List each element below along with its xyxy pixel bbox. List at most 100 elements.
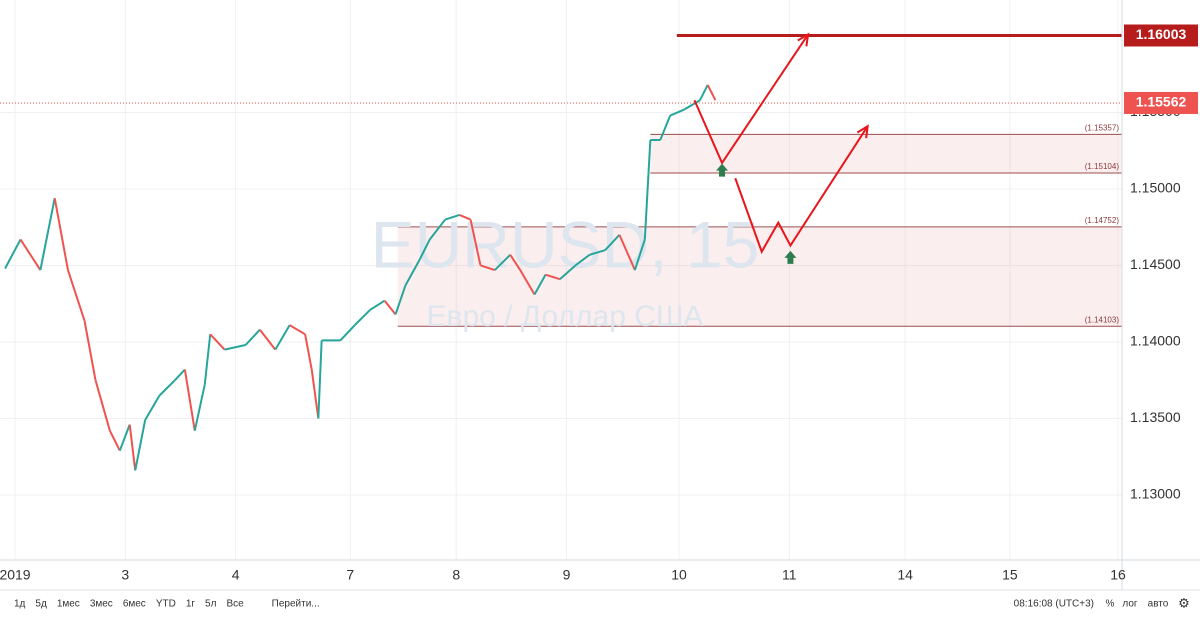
price-segment — [39, 197, 56, 271]
price-badge-label: 1.16003 — [1136, 26, 1187, 42]
price-segment — [144, 395, 161, 421]
price-segment — [684, 99, 701, 111]
forecast-path — [734, 125, 869, 255]
price-segment — [289, 324, 306, 336]
price-segment — [699, 84, 709, 101]
price-segment — [559, 264, 577, 280]
price-segment — [83, 320, 97, 381]
price-segment — [533, 274, 547, 296]
price-segment — [244, 329, 261, 346]
x-tick-label: 15 — [1002, 567, 1018, 583]
price-segment — [494, 254, 511, 271]
price-segment — [174, 368, 186, 381]
zone-label: (1.15357) — [1085, 123, 1120, 132]
price-segment — [659, 115, 672, 141]
price-segment — [480, 264, 496, 272]
price-segment — [354, 309, 371, 326]
price-segment — [509, 254, 522, 271]
price-segment — [404, 258, 421, 286]
price-segment — [158, 379, 176, 397]
goto-button[interactable]: Перейти... — [272, 599, 320, 610]
x-tick-label: 7 — [346, 567, 354, 583]
zone-label: (1.14103) — [1085, 315, 1120, 324]
y-tick-label: 1.13000 — [1130, 486, 1181, 502]
price-segment — [19, 238, 42, 271]
x-tick-label: 16 — [1110, 567, 1126, 583]
y-tick-label: 1.15000 — [1130, 180, 1181, 196]
x-tick-label: 14 — [897, 567, 913, 583]
scale-option[interactable]: лог — [1122, 599, 1138, 610]
price-segment — [193, 384, 206, 431]
range-button[interactable]: 1д — [14, 599, 26, 610]
price-segment — [134, 419, 147, 471]
price-segment — [310, 369, 320, 419]
forecast-arrowhead — [797, 32, 810, 47]
zone-label: (1.15104) — [1085, 162, 1120, 171]
range-button[interactable]: Все — [226, 599, 244, 610]
price-segment — [66, 269, 86, 321]
price-segment — [304, 334, 313, 370]
price-segment — [706, 84, 717, 101]
price-segment — [259, 329, 277, 351]
price-segment — [469, 219, 482, 266]
price-segment — [519, 269, 536, 296]
y-tick-label: 1.14000 — [1130, 333, 1181, 349]
x-tick-label: 9 — [563, 567, 571, 583]
price-segment — [545, 273, 561, 281]
y-tick-label: 1.13500 — [1130, 409, 1181, 425]
range-button[interactable]: 5д — [35, 599, 47, 610]
price-segment — [224, 344, 246, 351]
x-tick-label: 10 — [671, 567, 687, 583]
price-badge-label: 1.15562 — [1136, 94, 1187, 110]
y-tick-label: 1.14500 — [1130, 256, 1181, 272]
price-segment — [118, 424, 131, 451]
range-button[interactable]: 1г — [186, 599, 196, 610]
price-segment — [574, 253, 591, 267]
price-segment — [369, 299, 386, 311]
range-button[interactable]: 6мес — [123, 599, 146, 610]
price-segment — [274, 324, 291, 351]
buy-arrow — [784, 250, 797, 264]
price-segment — [604, 234, 621, 251]
range-button[interactable]: YTD — [156, 599, 176, 610]
price-segment — [317, 340, 323, 419]
price-segment — [339, 324, 356, 342]
price-segment — [418, 239, 431, 260]
forecast-arrowhead — [856, 124, 869, 139]
price-segment — [128, 424, 137, 471]
range-button[interactable]: 1мес — [57, 599, 80, 610]
watermark-description: Евро / Доллар США — [427, 300, 704, 333]
price-segment — [459, 214, 471, 221]
clock: 08:16:08 (UTC+3) — [1014, 599, 1094, 610]
settings-icon[interactable]: ⚙ — [1178, 595, 1190, 610]
range-button[interactable]: 3мес — [90, 599, 113, 610]
price-segment — [444, 214, 460, 221]
price-segment — [383, 300, 397, 316]
price-segment — [94, 379, 111, 431]
x-tick-label: 4 — [232, 567, 240, 583]
x-tick-label: 2019 — [0, 567, 31, 583]
x-tick-label: 3 — [121, 567, 129, 583]
price-segment — [633, 239, 646, 271]
watermark-symbol: EURUSD, 15 — [371, 207, 760, 281]
x-tick-label: 8 — [452, 567, 460, 583]
price-segment — [108, 430, 121, 452]
zone-label: (1.14752) — [1085, 216, 1120, 225]
x-tick-label: 11 — [782, 567, 797, 583]
price-badge — [1124, 24, 1198, 47]
buy-arrow — [716, 163, 729, 177]
price-segment — [183, 369, 196, 431]
range-button[interactable]: 5л — [205, 599, 217, 610]
price-segment — [618, 234, 636, 271]
price-segment — [589, 249, 606, 256]
price-segment — [209, 333, 226, 351]
price-badge — [1124, 91, 1198, 114]
scale-option[interactable]: % — [1106, 599, 1115, 610]
scale-option[interactable]: авто — [1148, 599, 1169, 610]
zone — [397, 226, 1123, 327]
price-segment — [643, 139, 652, 240]
price-segment — [394, 285, 407, 315]
price-segment — [4, 238, 22, 269]
